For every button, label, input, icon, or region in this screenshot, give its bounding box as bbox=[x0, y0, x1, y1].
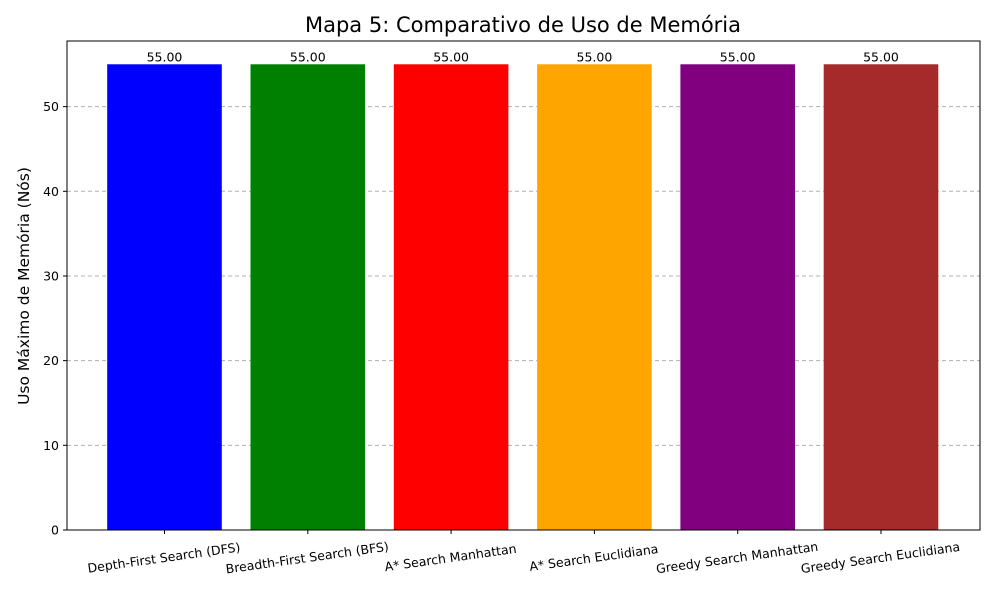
bar-value-label: 55.00 bbox=[290, 49, 326, 64]
x-ticks: Depth-First Search (DFS)Breadth-First Se… bbox=[87, 530, 961, 576]
grid-lines bbox=[67, 106, 980, 446]
x-tick-label: Greedy Search Manhattan bbox=[655, 539, 819, 577]
data-labels: 55.00 55.00 55.00 55.00 55.00 55.00 bbox=[147, 49, 899, 64]
plot-frame bbox=[66, 40, 981, 531]
x-tick-label: Breadth-First Search (BFS) bbox=[225, 539, 390, 577]
y-axis-label: Uso Máximo de Memória (Nós) bbox=[15, 167, 33, 405]
bar bbox=[393, 64, 509, 531]
x-tick-label: Greedy Search Euclidiana bbox=[800, 539, 961, 576]
y-tick-label: 50 bbox=[43, 99, 59, 114]
x-tick-label: Depth-First Search (DFS) bbox=[87, 539, 242, 575]
chart-title: Mapa 5: Comparativo de Uso de Memória bbox=[305, 13, 741, 37]
y-tick-label: 30 bbox=[43, 268, 59, 283]
x-tick-label: A* Search Euclidiana bbox=[528, 541, 659, 574]
bars bbox=[107, 64, 939, 531]
bar bbox=[250, 64, 366, 531]
bar bbox=[680, 64, 795, 531]
bar-value-label: 55.00 bbox=[147, 49, 183, 64]
bar-value-label: 55.00 bbox=[720, 49, 756, 64]
y-ticks: 0 10 20 30 40 50 bbox=[43, 99, 67, 538]
bar bbox=[823, 64, 939, 531]
bar-value-label: 55.00 bbox=[863, 49, 899, 64]
y-tick-label: 40 bbox=[43, 184, 59, 199]
y-tick-label: 20 bbox=[43, 353, 59, 368]
bar bbox=[537, 64, 652, 531]
bar bbox=[107, 64, 222, 531]
y-tick-label: 0 bbox=[51, 523, 59, 538]
bar-value-label: 55.00 bbox=[577, 49, 613, 64]
bar-value-label: 55.00 bbox=[433, 49, 469, 64]
y-tick-label: 10 bbox=[43, 438, 59, 453]
x-tick-label: A* Search Manhattan bbox=[384, 541, 518, 574]
